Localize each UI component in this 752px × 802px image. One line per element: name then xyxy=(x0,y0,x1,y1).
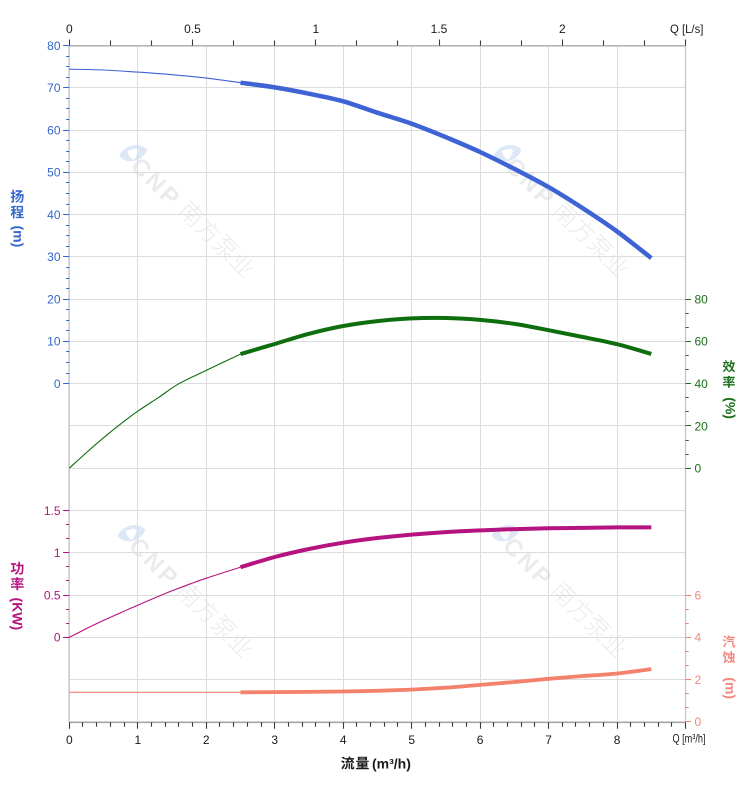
svg-text:60: 60 xyxy=(47,123,61,137)
svg-text:1: 1 xyxy=(54,546,61,560)
svg-text:Q [L/s]: Q [L/s] xyxy=(670,22,703,36)
svg-text:1.5: 1.5 xyxy=(44,504,61,518)
svg-text:7: 7 xyxy=(545,733,552,747)
svg-text:0: 0 xyxy=(695,462,702,476)
svg-text:80: 80 xyxy=(47,39,61,53)
svg-text:40: 40 xyxy=(695,377,709,391)
svg-text:20: 20 xyxy=(47,292,61,306)
svg-text:0: 0 xyxy=(54,377,61,391)
svg-text:50: 50 xyxy=(47,166,61,180)
svg-text:(m): (m) xyxy=(10,226,26,248)
svg-text:0.5: 0.5 xyxy=(44,588,61,602)
svg-text:(m³/h): (m³/h) xyxy=(372,755,411,771)
svg-text:30: 30 xyxy=(47,250,61,264)
svg-text:0.5: 0.5 xyxy=(184,22,201,36)
svg-text:2: 2 xyxy=(559,22,566,36)
svg-text:(m): (m) xyxy=(722,677,738,699)
svg-text:40: 40 xyxy=(47,208,61,222)
svg-text:(%): (%) xyxy=(722,397,738,419)
svg-text:10: 10 xyxy=(47,335,61,349)
svg-text:5: 5 xyxy=(408,733,415,747)
svg-text:0: 0 xyxy=(695,715,702,729)
svg-text:8: 8 xyxy=(614,733,621,747)
svg-text:1.5: 1.5 xyxy=(431,22,448,36)
svg-text:2: 2 xyxy=(203,733,210,747)
svg-text:2: 2 xyxy=(695,673,702,687)
svg-text:6: 6 xyxy=(695,588,702,602)
svg-text:0: 0 xyxy=(54,631,61,645)
svg-text:3: 3 xyxy=(271,733,278,747)
svg-text:4: 4 xyxy=(695,631,702,645)
svg-text:0: 0 xyxy=(66,733,73,747)
svg-text:0: 0 xyxy=(66,22,73,36)
svg-text:60: 60 xyxy=(695,335,709,349)
svg-text:1: 1 xyxy=(312,22,319,36)
svg-text:1: 1 xyxy=(134,733,141,747)
svg-text:4: 4 xyxy=(340,733,347,747)
svg-text:20: 20 xyxy=(695,419,709,433)
svg-text:6: 6 xyxy=(477,733,484,747)
svg-text:70: 70 xyxy=(47,81,61,95)
svg-text:Q [m³/h]: Q [m³/h] xyxy=(673,732,706,746)
svg-text:80: 80 xyxy=(695,292,709,306)
svg-text:(KW): (KW) xyxy=(10,598,26,631)
